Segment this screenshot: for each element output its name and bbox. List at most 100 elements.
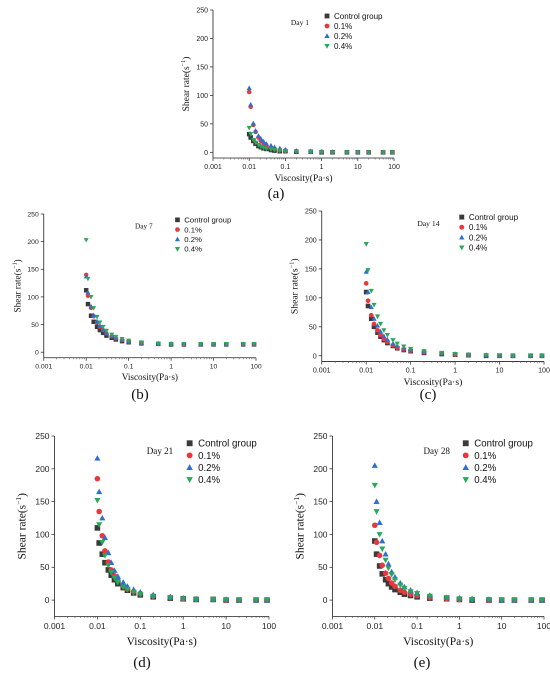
y-axis-title-close: ) <box>294 493 306 497</box>
caption-b: (b) <box>131 387 149 403</box>
data-point <box>253 128 259 133</box>
data-point <box>371 324 377 330</box>
data-point <box>130 589 137 596</box>
legend-label: 0.1% <box>334 22 352 31</box>
chart-panel-b: 0.001 0.01 0.1 1 10 100 0 50 100 150 200 250 Viscosi… <box>0 208 262 383</box>
x-tick-label: 0.01 <box>359 367 373 375</box>
day-label: Day 21 <box>147 446 173 456</box>
legend-marker <box>174 236 181 242</box>
y-axis-title-sup: −1 <box>13 262 19 268</box>
data-point <box>88 295 94 300</box>
data-point <box>83 238 89 243</box>
data-point <box>511 597 518 604</box>
data-point <box>510 353 516 359</box>
legend-marker <box>462 440 469 447</box>
data-point <box>365 298 371 304</box>
chart-panel-d: 0.001 0.01 0.1 1 10 100 0 50 100 150 200 250 Viscosi… <box>0 430 277 648</box>
x-axis-title: Viscosity(Pa·s) <box>403 636 473 648</box>
y-tick-label: 50 <box>309 323 317 331</box>
data-point <box>137 591 144 598</box>
x-tick-label: 100 <box>538 367 550 375</box>
data-point <box>379 562 386 569</box>
data-point <box>498 597 505 604</box>
data-point <box>319 150 325 155</box>
y-tick-label: 50 <box>318 562 328 572</box>
legend-label: 0.4% <box>469 243 488 252</box>
data-point <box>85 293 91 299</box>
data-point <box>100 324 106 330</box>
data-point <box>371 302 377 308</box>
x-axis-title: Viscosity(Pa·s) <box>274 173 332 184</box>
y-tick-label: 50 <box>200 121 208 128</box>
x-tick-label: 0.001 <box>44 621 65 631</box>
data-point <box>251 342 257 347</box>
data-point <box>85 289 91 295</box>
y-tick-label: 0 <box>204 150 208 157</box>
data-point <box>94 324 100 330</box>
y-tick-label: 100 <box>305 294 317 302</box>
data-point <box>368 316 374 322</box>
legend-label: 0.4% <box>184 245 202 254</box>
y-tick-label: 100 <box>27 294 39 301</box>
x-tick-label: 100 <box>262 621 276 631</box>
y-tick-label: 0 <box>45 595 50 605</box>
data-point <box>388 584 395 590</box>
data-point <box>368 304 374 310</box>
chart-svg: 0.001 0.01 0.1 1 10 100 0 50 100 150 200 250 Viscosi… <box>14 431 277 648</box>
data-point <box>390 340 396 346</box>
legend-label: 0.4% <box>474 475 496 486</box>
data-point <box>248 101 254 107</box>
data-point <box>255 142 261 148</box>
data-point <box>255 133 261 138</box>
chart-panel-e: 0.001 0.01 0.1 1 10 100 0 50 100 150 200 250 Viscosi… <box>278 430 550 648</box>
data-point <box>261 138 267 144</box>
data-point <box>372 522 378 529</box>
x-tick-label: 100 <box>250 364 262 371</box>
data-point <box>368 312 374 318</box>
data-point <box>246 125 252 131</box>
y-axis-title-close: ) <box>16 493 28 497</box>
data-point <box>539 597 546 604</box>
data-point <box>371 462 378 468</box>
y-tick-label: 200 <box>35 464 49 474</box>
data-point <box>113 334 119 340</box>
legend-label: 0.1% <box>198 451 220 462</box>
data-point <box>100 330 106 336</box>
data-point <box>263 597 271 604</box>
data-point <box>382 576 389 583</box>
y-tick-label: 150 <box>27 267 39 274</box>
data-point <box>268 142 274 148</box>
legend-label: 0.2% <box>469 233 488 242</box>
data-point <box>371 321 377 327</box>
data-point <box>126 338 132 344</box>
data-point <box>119 337 125 342</box>
legend-marker <box>174 247 181 252</box>
data-point <box>384 336 390 342</box>
y-tick-label: 100 <box>35 529 49 539</box>
data-point <box>373 509 380 515</box>
legend-marker <box>175 217 180 223</box>
data-point <box>138 340 144 345</box>
y-axis-title-sup: −1 <box>292 497 301 505</box>
data-point <box>407 589 414 595</box>
legend-label: Control group <box>184 216 231 225</box>
legend-marker <box>459 224 465 230</box>
legend-label: 0.1% <box>469 223 488 232</box>
x-tick-label: 0.001 <box>313 367 331 375</box>
data-point <box>374 314 381 320</box>
data-point <box>377 321 384 327</box>
data-point <box>235 597 243 604</box>
data-point <box>397 582 404 589</box>
legend-label: 0.4% <box>198 475 220 486</box>
data-point <box>392 583 398 590</box>
x-tick-label: 1 <box>453 367 457 375</box>
data-point <box>211 342 217 347</box>
x-tick-label: 1 <box>181 621 186 631</box>
data-point <box>168 342 174 347</box>
caption-e: (e) <box>413 655 431 671</box>
data-point <box>375 327 380 333</box>
data-point <box>496 353 503 358</box>
data-point <box>101 553 109 559</box>
y-tick-label: 200 <box>305 236 317 244</box>
legend-marker <box>462 464 469 470</box>
